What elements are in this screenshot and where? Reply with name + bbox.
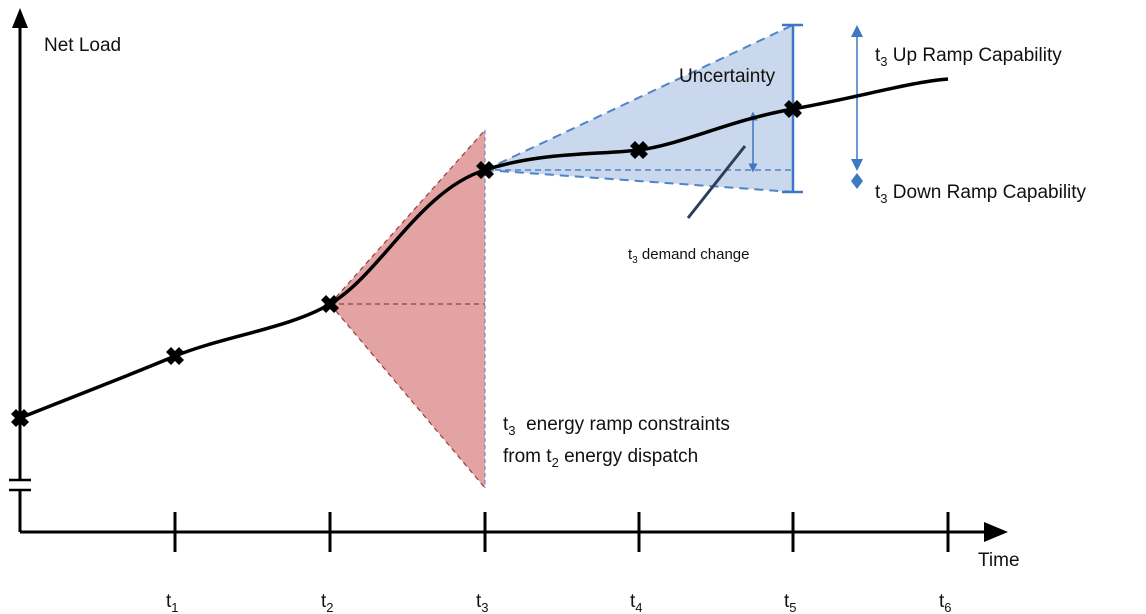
cone-lower-edge (484, 169, 794, 193)
demand-change-pointer (686, 145, 747, 219)
tick-label-4: t4 (630, 591, 643, 614)
tick-label-1: t1 (166, 591, 179, 614)
marker-t0 (11, 409, 29, 427)
tick-label-2: t2 (321, 591, 334, 614)
cone-upper-edge (484, 24, 794, 171)
x-axis-arrow (984, 522, 1008, 542)
marker-t3 (476, 161, 494, 179)
down-ramp-label: t3 Down Ramp Capability (875, 182, 1087, 206)
y-axis-label: Net Load (44, 35, 121, 56)
energy-ramp-triangle (330, 130, 485, 488)
demand-change-label: t3 demand change (628, 246, 750, 266)
triangle-upper-edge (329, 129, 486, 305)
down-ramp-marker (851, 173, 863, 189)
marker-t4 (630, 141, 648, 159)
axis-break-gap (10, 480, 30, 490)
up-ramp-label: t3 Up Ramp Capability (875, 45, 1062, 69)
tick-label-6: t6 (939, 591, 952, 614)
x-axis-label: Time (978, 550, 1020, 571)
uncertainty-cone (485, 25, 793, 192)
curve-markers (11, 100, 802, 427)
marker-t2 (321, 295, 339, 313)
energy-ramp-label-line2: from t2 energy dispatch (503, 446, 698, 470)
y-axis-arrow (12, 8, 28, 28)
tick-label-3: t3 (476, 591, 489, 614)
tick-label-5: t5 (784, 591, 797, 614)
marker-t5 (784, 100, 802, 118)
marker-t1 (166, 347, 184, 365)
uncertainty-label: Uncertainty (679, 66, 776, 87)
x-ticks (173, 512, 950, 552)
triangle-lower-edge (329, 303, 486, 489)
energy-ramp-label-line1: t3 energy ramp constraints (503, 414, 730, 438)
